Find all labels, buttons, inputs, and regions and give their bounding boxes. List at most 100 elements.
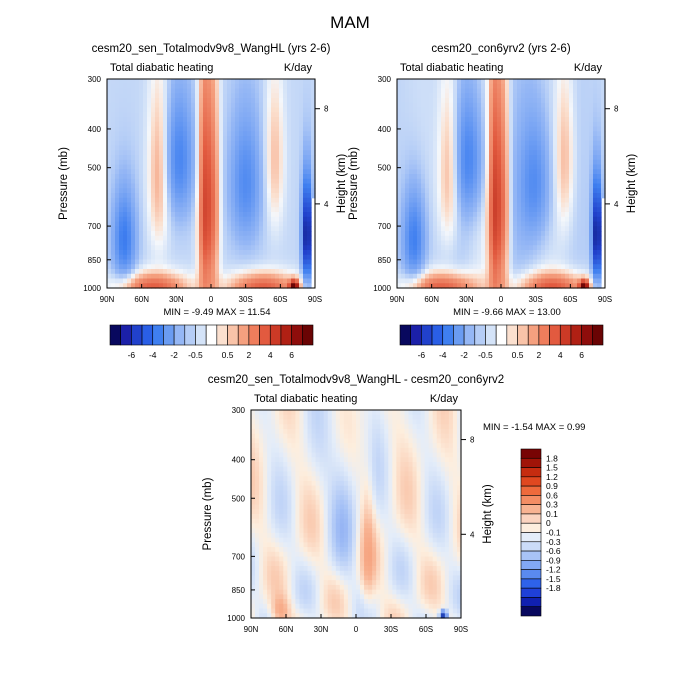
heatmap-cell bbox=[525, 93, 530, 99]
heatmap-cell bbox=[397, 193, 402, 199]
heatmap-cell bbox=[271, 88, 276, 94]
heatmap-cell bbox=[505, 221, 510, 227]
heatmap-cell bbox=[461, 183, 466, 189]
heatmap-cell bbox=[489, 117, 494, 123]
heatmap-cell bbox=[589, 102, 594, 109]
heatmap-cell bbox=[143, 231, 148, 237]
heatmap-cell bbox=[111, 212, 116, 218]
heatmap-cell bbox=[557, 102, 562, 109]
heatmap-cell bbox=[235, 283, 240, 289]
heatmap-cell bbox=[429, 193, 434, 199]
heatmap-cell bbox=[493, 202, 498, 208]
heatmap-cell bbox=[283, 145, 288, 151]
heatmap-cell bbox=[401, 178, 406, 185]
heatmap-cell bbox=[517, 98, 522, 104]
heatmap-cell bbox=[259, 254, 264, 261]
heatmap-cell bbox=[131, 235, 136, 242]
heatmap-cell bbox=[251, 226, 256, 232]
heatmap-cell bbox=[597, 88, 602, 94]
heatmap-cell bbox=[601, 155, 606, 161]
heatmap-cell bbox=[441, 197, 446, 204]
heatmap-cell bbox=[525, 79, 530, 85]
heatmap-cell bbox=[275, 589, 280, 595]
heatmap-cell bbox=[569, 145, 574, 151]
heatmap-cell bbox=[465, 107, 470, 113]
heatmap-cell bbox=[167, 150, 172, 156]
heatmap-cell bbox=[545, 88, 550, 94]
heatmap-cell bbox=[151, 202, 156, 208]
heatmap-cell bbox=[437, 98, 442, 104]
heatmap-cell bbox=[195, 93, 200, 99]
heatmap-cell bbox=[163, 83, 168, 90]
heatmap-cell bbox=[445, 250, 450, 256]
heatmap-cell bbox=[569, 235, 574, 242]
heatmap-cell bbox=[219, 259, 224, 265]
heatmap-cell bbox=[553, 207, 558, 213]
heatmap-cell bbox=[267, 589, 272, 595]
heatmap-cell bbox=[409, 164, 414, 170]
heatmap-cell bbox=[421, 164, 426, 170]
heatmap-cell bbox=[123, 150, 128, 156]
heatmap-cell bbox=[449, 155, 454, 161]
heatmap-cell bbox=[589, 188, 594, 194]
heatmap-cell bbox=[279, 145, 284, 151]
heatmap-cell bbox=[223, 178, 228, 185]
heatmap-cell bbox=[449, 121, 454, 128]
heatmap-cell bbox=[569, 174, 574, 180]
heatmap-cell bbox=[597, 131, 602, 137]
heatmap-cell bbox=[481, 212, 486, 218]
heatmap-cell bbox=[135, 159, 140, 166]
heatmap-cell bbox=[287, 207, 292, 213]
heatmap-cell bbox=[473, 231, 478, 237]
heatmap-cell bbox=[111, 278, 116, 284]
heatmap-cell bbox=[183, 98, 188, 104]
heatmap-cell bbox=[417, 259, 422, 265]
heatmap-cell bbox=[413, 254, 418, 261]
heatmap-cell bbox=[263, 428, 268, 435]
heatmap-cell bbox=[147, 178, 152, 185]
heatmap-cell bbox=[597, 159, 602, 166]
heatmap-cell bbox=[187, 202, 192, 208]
heatmap-cell bbox=[267, 121, 272, 128]
heatmap-cell bbox=[135, 245, 140, 251]
heatmap-cell bbox=[461, 188, 466, 194]
heatmap-cell bbox=[311, 88, 316, 94]
heatmap-cell bbox=[271, 174, 276, 180]
heatmap-cell bbox=[227, 273, 232, 280]
heatmap-cell bbox=[465, 250, 470, 256]
heatmap-cell bbox=[409, 197, 414, 204]
heatmap-cell bbox=[537, 159, 542, 166]
heatmap-cell bbox=[295, 188, 300, 194]
heatmap-cell bbox=[577, 269, 582, 275]
heatmap-cell bbox=[279, 126, 284, 132]
heatmap-cell bbox=[573, 83, 578, 90]
heatmap-cell bbox=[497, 88, 502, 94]
heatmap-cell bbox=[211, 212, 216, 218]
heatmap-cell bbox=[461, 221, 466, 227]
heatmap-cell bbox=[405, 155, 410, 161]
heatmap-cell bbox=[589, 79, 594, 85]
heatmap-cell bbox=[215, 221, 220, 227]
heatmap-cell bbox=[203, 254, 208, 261]
heatmap-cell bbox=[263, 183, 268, 189]
heatmap-cell bbox=[461, 145, 466, 151]
heatmap-cell bbox=[425, 107, 430, 113]
heatmap-cell bbox=[263, 504, 268, 510]
heatmap-cell bbox=[247, 202, 252, 208]
heatmap-cell bbox=[139, 145, 144, 151]
heatmap-cell bbox=[123, 145, 128, 151]
heatmap-cell bbox=[163, 126, 168, 132]
heatmap-cell bbox=[271, 159, 276, 166]
heatmap-cell bbox=[267, 509, 272, 515]
heatmap-cell bbox=[497, 79, 502, 85]
heatmap-cell bbox=[441, 126, 446, 132]
heatmap-cell bbox=[191, 259, 196, 265]
heatmap-cell bbox=[461, 79, 466, 85]
heatmap-cell bbox=[283, 476, 288, 482]
heatmap-cell bbox=[561, 79, 566, 85]
heatmap-cell bbox=[255, 514, 260, 520]
heatmap-cell bbox=[493, 231, 498, 237]
heatmap-cell bbox=[283, 523, 288, 529]
heatmap-cell bbox=[453, 164, 458, 170]
heatmap-cell bbox=[267, 83, 272, 90]
